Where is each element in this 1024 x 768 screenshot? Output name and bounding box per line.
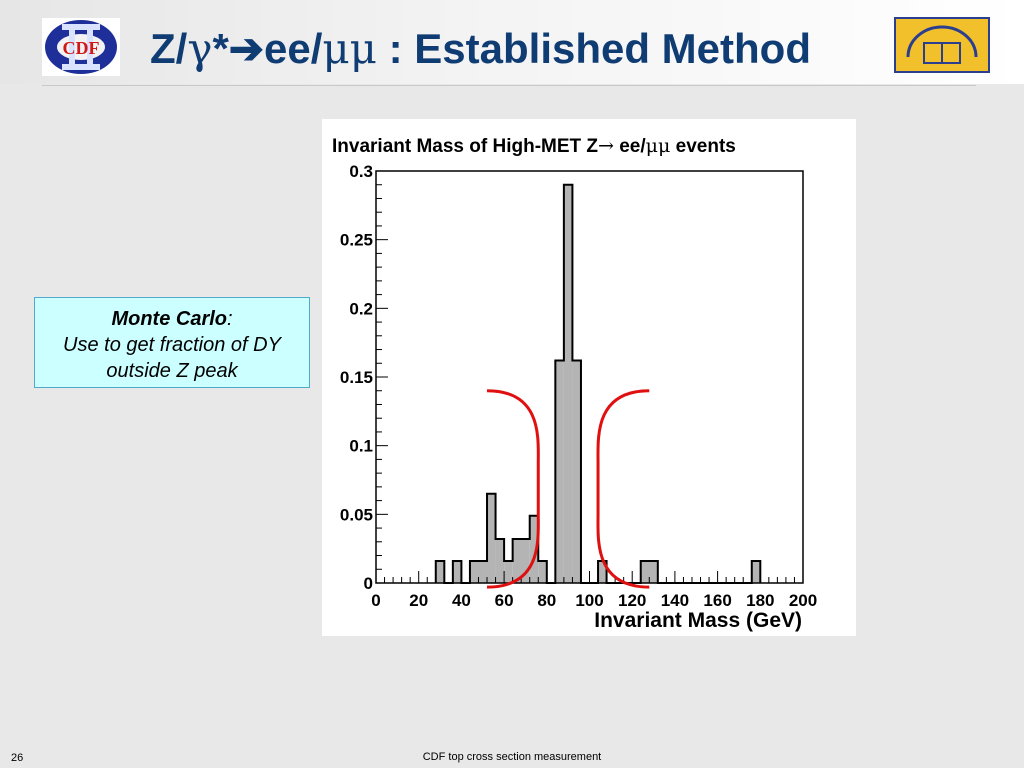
chart-title-arrow: →: [598, 135, 614, 157]
histogram-bar: [469, 561, 488, 583]
chart-title-mumu: μμ: [645, 135, 671, 157]
histogram-chart: 0 20 40 60 80 100 120 140 160 180 200 0 0.05 0.1 0.15 0…: [340, 162, 817, 610]
x-axis-title: Invariant Mass (GeV): [594, 609, 802, 632]
chart-title: Invariant Mass of High-MET Z→ ee/μμ even…: [332, 135, 736, 158]
page-title: Z/γ*➔ee/μμ : Established Method: [150, 22, 811, 76]
chart-title-ee: ee/: [613, 136, 646, 157]
x-tick-label: 80: [537, 591, 556, 610]
title-star-arrow: *➔ee/: [212, 25, 323, 72]
x-tick-label: 160: [703, 591, 731, 610]
y-tick-label: 0.1: [349, 437, 373, 456]
histogram-bar: [572, 360, 581, 583]
histogram-bar: [452, 561, 462, 583]
cdf-logo-icon: CDF: [42, 18, 120, 76]
callout-heading: Monte Carlo: [111, 308, 227, 330]
y-tick-label: 0.05: [340, 505, 373, 524]
header-band: [0, 0, 1024, 84]
right-red-bracket: [596, 389, 650, 589]
histogram-bar: [529, 515, 539, 583]
histogram-bar: [751, 561, 761, 583]
y-tick-label: 0.25: [340, 231, 373, 250]
histogram-bar: [435, 561, 445, 583]
x-tick-label: 20: [409, 591, 428, 610]
x-tick-label: 180: [746, 591, 774, 610]
x-tick-label: 0: [371, 591, 380, 610]
histogram-bar: [640, 561, 658, 583]
left-red-bracket: [487, 389, 540, 589]
x-tick-label: 140: [661, 591, 689, 610]
histogram-bar: [598, 561, 607, 583]
x-tick-label: 60: [495, 591, 514, 610]
callout-colon: :: [227, 308, 233, 330]
x-tick-label: 40: [452, 591, 471, 610]
title-rest: : Established Method: [376, 25, 811, 72]
y-tick-label: 0: [364, 574, 373, 593]
title-divider: [42, 85, 976, 86]
histogram-bar: [495, 539, 505, 583]
uc-seal-icon: [894, 17, 990, 73]
x-tick-label: 120: [618, 591, 646, 610]
y-tick-label: 0.3: [349, 162, 373, 181]
x-tick-label: 100: [575, 591, 603, 610]
histogram-bar: [487, 493, 496, 583]
histogram-panel: 0 20 40 60 80 100 120 140 160 180 200 0 0.05 0.1 0.15 0…: [322, 119, 856, 636]
title-gamma-symbol: γ: [187, 24, 213, 73]
histogram-bar: [555, 360, 564, 583]
page-number: 26: [11, 752, 24, 764]
callout-line-2: outside Z peak: [106, 360, 238, 382]
histogram-bar: [538, 561, 547, 583]
y-tick-label: 0.15: [340, 368, 373, 387]
monte-carlo-callout: Monte Carlo: Use to get fraction of DY o…: [34, 297, 310, 388]
histogram-bar: [563, 184, 573, 583]
footer-text: CDF top cross section measurement: [422, 751, 602, 763]
histogram-bar: [504, 561, 513, 583]
chart-title-text: Invariant Mass of High-MET Z: [332, 136, 599, 157]
y-tick-label: 0.2: [349, 299, 373, 318]
x-tick-label: 200: [789, 591, 817, 610]
plot-frame: [375, 170, 804, 584]
svg-text:CDF: CDF: [63, 38, 100, 58]
title-prefix: Z/: [150, 25, 188, 72]
chart-title-tail: events: [670, 136, 736, 157]
callout-line-1: Use to get fraction of DY: [63, 334, 281, 356]
title-mumu-symbol: μμ: [322, 24, 377, 73]
